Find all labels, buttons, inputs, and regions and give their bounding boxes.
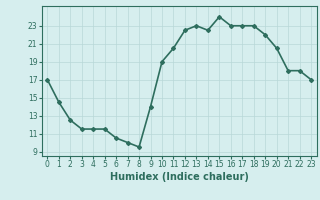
X-axis label: Humidex (Indice chaleur): Humidex (Indice chaleur) [110,172,249,182]
